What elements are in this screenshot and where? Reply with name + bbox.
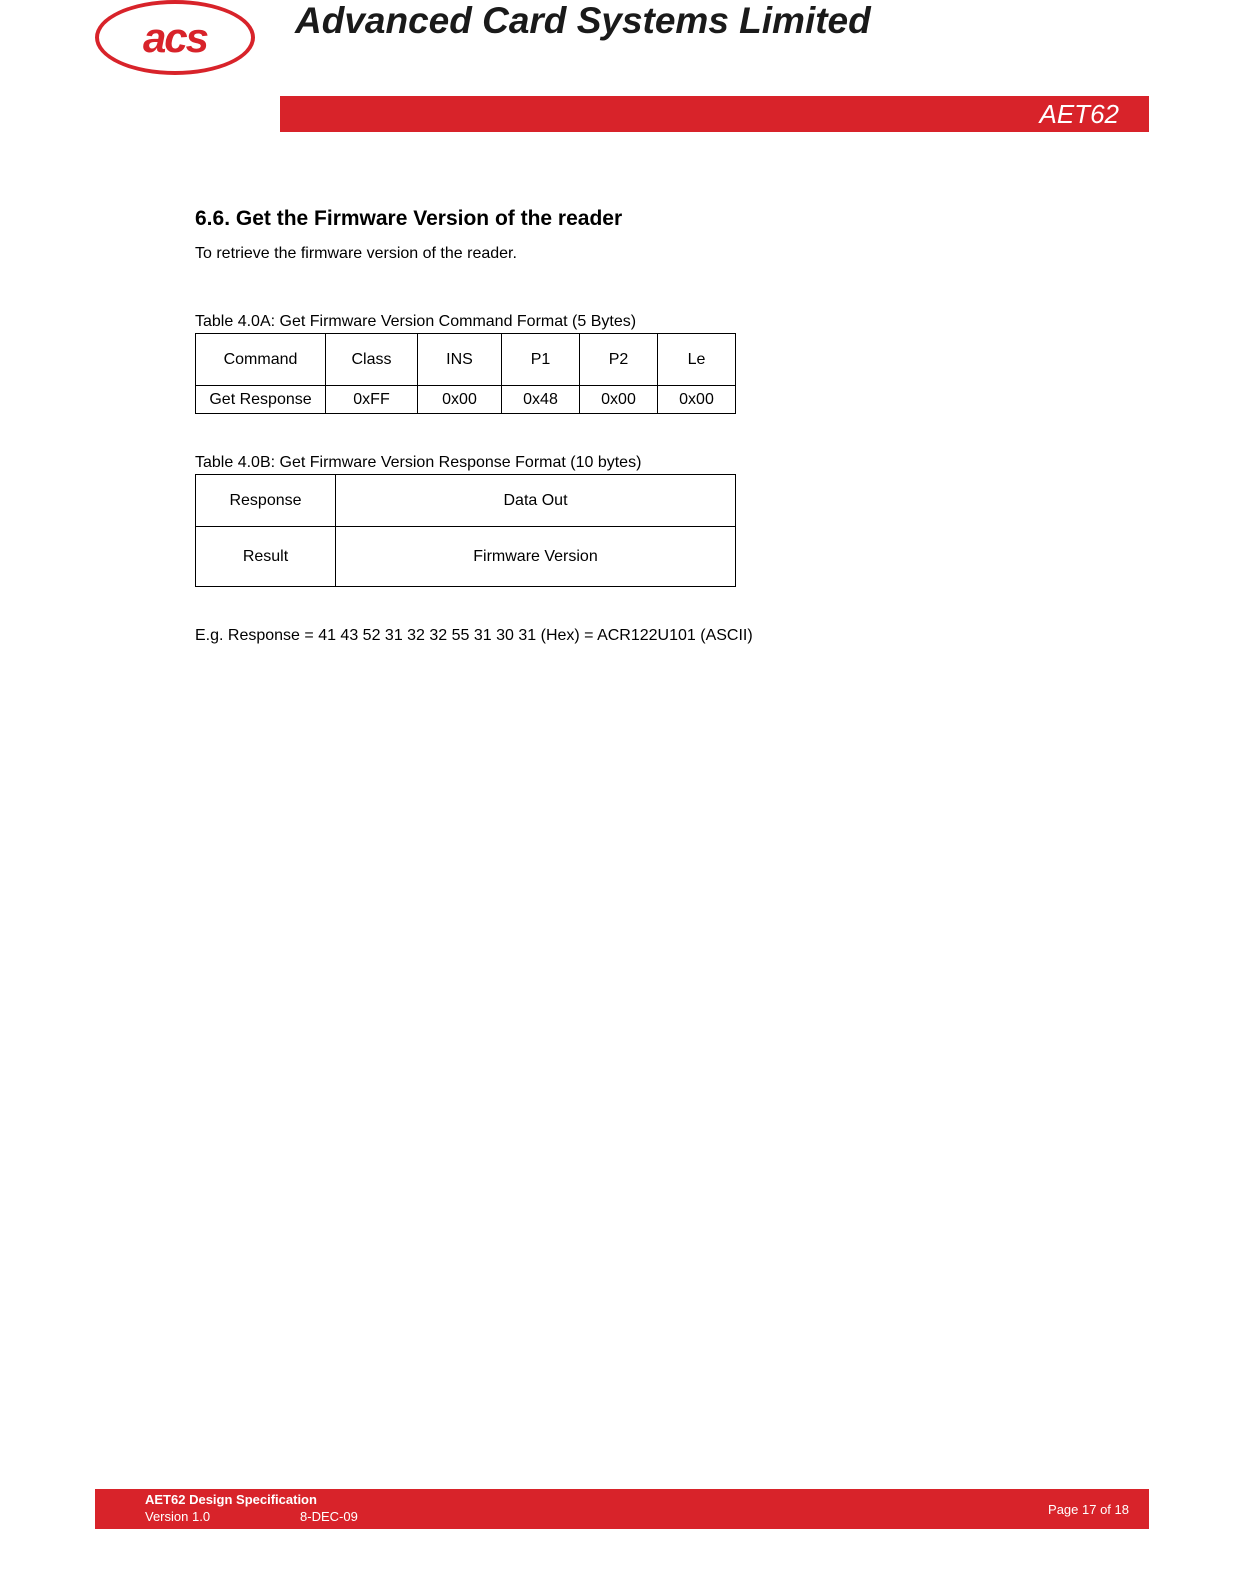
table-a-r3: 0x48 (502, 386, 580, 414)
table-a-caption: Table 4.0A: Get Firmware Version Command… (195, 313, 1149, 331)
table-b-r0: Result (196, 527, 336, 587)
table-a-h3: P1 (502, 334, 580, 386)
table-a-r0: Get Response (196, 386, 326, 414)
table-b-r1: Firmware Version (336, 527, 736, 587)
table-a-r4: 0x00 (580, 386, 658, 414)
footer-left: AET62 Design Specification Version 1.0 8… (145, 1492, 358, 1526)
logo-oval: acs (95, 0, 255, 75)
company-title: Advanced Card Systems Limited (295, 0, 1149, 42)
table-row: Command Class INS P1 P2 Le (196, 334, 736, 386)
footer-doc-title: AET62 Design Specification (145, 1492, 358, 1509)
table-a-r1: 0xFF (326, 386, 418, 414)
logo: acs (95, 0, 255, 75)
table-a-h2: INS (418, 334, 502, 386)
footer-version: Version 1.0 (145, 1509, 210, 1526)
section-heading: 6.6. Get the Firmware Version of the rea… (195, 207, 1149, 231)
section-intro: To retrieve the firmware version of the … (195, 245, 1149, 263)
table-row: Response Data Out (196, 475, 736, 527)
product-bar: AET62 (280, 96, 1149, 132)
table-row: Result Firmware Version (196, 527, 736, 587)
page-header: acs Advanced Card Systems Limited (0, 0, 1244, 90)
company-title-wrap: Advanced Card Systems Limited (295, 0, 1149, 42)
table-a-h4: P2 (580, 334, 658, 386)
footer-date: 8-DEC-09 (300, 1509, 358, 1526)
table-b-caption: Table 4.0B: Get Firmware Version Respons… (195, 454, 1149, 472)
table-a-h5: Le (658, 334, 736, 386)
table-a-h0: Command (196, 334, 326, 386)
table-b-h0: Response (196, 475, 336, 527)
example-text: E.g. Response = 41 43 52 31 32 32 55 31 … (195, 627, 1149, 645)
table-b: Response Data Out Result Firmware Versio… (195, 474, 736, 587)
content-area: 6.6. Get the Firmware Version of the rea… (0, 132, 1244, 645)
table-a-r2: 0x00 (418, 386, 502, 414)
product-label: AET62 (1040, 99, 1120, 130)
footer-bar: AET62 Design Specification Version 1.0 8… (95, 1489, 1149, 1529)
table-b-h1: Data Out (336, 475, 736, 527)
table-row: Get Response 0xFF 0x00 0x48 0x00 0x00 (196, 386, 736, 414)
footer-page: Page 17 of 18 (1048, 1502, 1129, 1517)
table-a-h1: Class (326, 334, 418, 386)
table-a-r5: 0x00 (658, 386, 736, 414)
table-a: Command Class INS P1 P2 Le Get Response … (195, 333, 736, 414)
logo-text: acs (143, 14, 207, 62)
